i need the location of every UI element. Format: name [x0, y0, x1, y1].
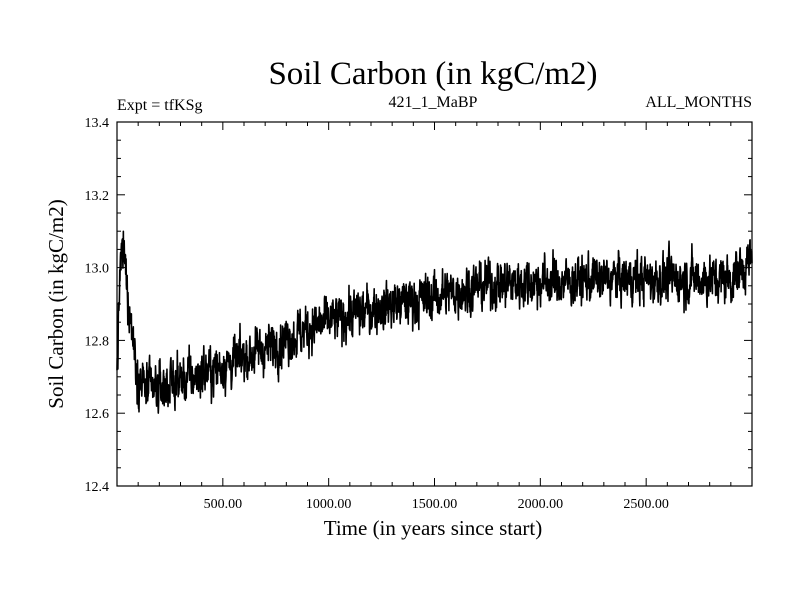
y-tick-label: 13.4	[85, 116, 110, 131]
subtitle-right: ALL_MONTHS	[645, 94, 752, 111]
x-tick-label: 1000.00	[306, 497, 352, 512]
axis-ticks: 500.00 1000.00 1500.00 2000.00 2500.00 12.4 12…	[85, 116, 752, 512]
y-axis-label: Soil Carbon (in kgC/m2)	[44, 199, 68, 408]
x-tick-label: 500.00	[204, 497, 243, 512]
y-tick-label: 12.4	[85, 480, 110, 495]
x-tick-label: 2000.00	[518, 497, 564, 512]
series-line-soil-carbon	[116, 230, 753, 414]
y-tick-label: 12.6	[85, 407, 110, 422]
x-axis-label: Time (in years since start)	[324, 516, 543, 540]
chart-title: Soil Carbon (in kgC/m2)	[268, 56, 597, 92]
y-tick-label: 13.0	[85, 262, 110, 277]
y-tick-label: 12.8	[85, 334, 110, 349]
plot-area	[116, 230, 753, 414]
y-tick-label: 13.2	[85, 189, 110, 204]
subtitle-center: 421_1_MaBP	[389, 94, 478, 111]
subtitle-left: Expt = tfKSg	[117, 97, 202, 114]
x-tick-label: 1500.00	[412, 497, 458, 512]
x-tick-label: 2500.00	[623, 497, 669, 512]
